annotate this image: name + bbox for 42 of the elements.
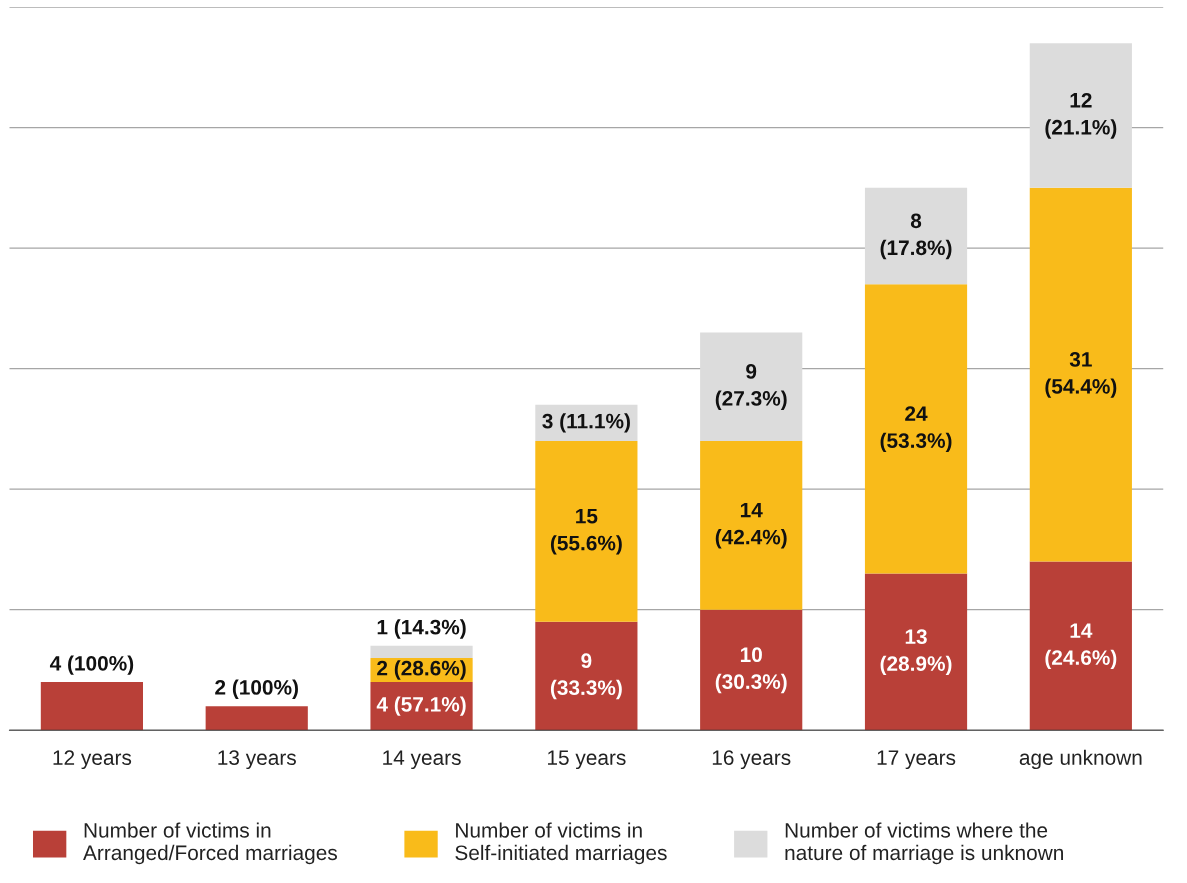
data-label: 1 (14.3%) (377, 619, 466, 639)
x-tick-label: 16 years (712, 750, 791, 770)
data-label: 2 (28.6%) (377, 660, 466, 680)
data-label: 3 (11.1%) (542, 413, 630, 433)
bar (1029, 561, 1132, 731)
bar (370, 645, 473, 658)
x-tick-label: 15 years (548, 750, 626, 770)
bar (40, 682, 143, 731)
bar (864, 187, 968, 285)
bar (1029, 187, 1132, 562)
bar (1029, 43, 1132, 188)
bar (535, 440, 638, 622)
bar (535, 621, 638, 731)
legend-label: Number of victims in Arranged/Forced marriages (83, 822, 337, 865)
x-tick-label: 17 years (877, 750, 956, 770)
data-label: 24 (53.3%) (880, 406, 952, 453)
x-tick-label: 14 years (383, 750, 461, 770)
bar (370, 682, 473, 731)
data-label: 4 (57.1%) (376, 696, 466, 716)
data-label: 10 (30.3%) (715, 647, 787, 694)
data-label: 13 (28.9%) (880, 629, 952, 676)
data-label: 9 (27.3%) (715, 364, 787, 410)
bar (205, 706, 308, 731)
data-label: 8 (17.8%) (880, 213, 952, 260)
data-label: 31 (54.4%) (1045, 352, 1117, 398)
x-tick-label: age unknown (1019, 749, 1142, 770)
legend-label: Number of victims where the nature of marriage is unknown (785, 822, 1063, 865)
data-label: 14 (24.6%) (1045, 623, 1117, 670)
bar (700, 609, 803, 731)
data-label: 9 (33.3%) (550, 653, 622, 700)
data-label: 2 (100%) (215, 679, 298, 699)
legend-label: Number of victims in Self-initiated marriages (455, 822, 667, 865)
x-tick-label: 12 years (53, 750, 132, 770)
bar (700, 440, 803, 610)
x-tick-label: 13 years (218, 750, 296, 770)
bar (864, 284, 968, 574)
data-label: 12 (21.1%) (1045, 92, 1117, 139)
bar (864, 573, 968, 731)
bar (700, 332, 803, 441)
data-label: 15 (55.6%) (550, 508, 622, 555)
data-label: 4 (100%) (49, 655, 134, 675)
data-label: 14 (42.4%) (715, 502, 787, 549)
